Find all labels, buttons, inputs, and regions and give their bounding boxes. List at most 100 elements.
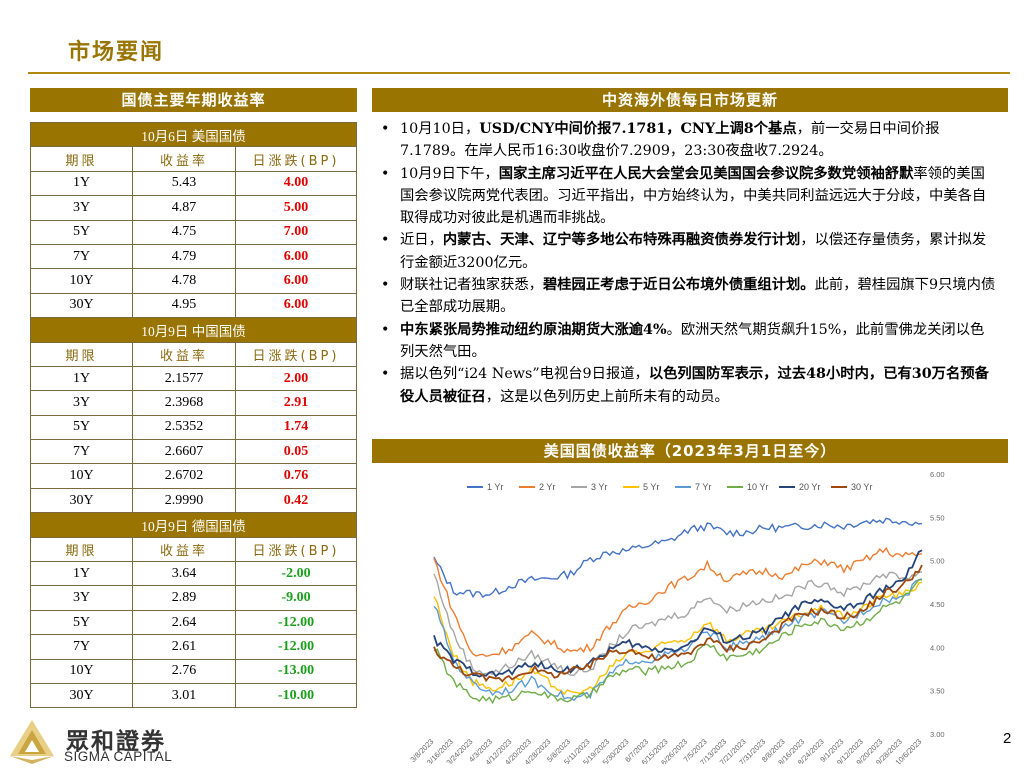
tenor-cell: 1Y	[30, 365, 133, 392]
table-column-header-row: 期限 收益率 日涨跌(BP)	[30, 146, 357, 172]
yield-cell: 2.3968	[132, 390, 236, 416]
news-text: 财联社记者独家获悉，	[400, 277, 543, 294]
yield-cell: 2.64	[132, 609, 236, 636]
yield-cell: 4.95	[132, 292, 236, 319]
tenor-header: 期限	[30, 536, 133, 563]
table-row: 1Y 5.43 4.00	[30, 170, 357, 197]
chart-header: 美国国债收益率（2023年3月1日至今）	[372, 439, 1008, 463]
news-item: • 财联社记者独家获悉，碧桂园正考虑于近日公布境外债重组计划。此前，碧桂园旗下9只…	[377, 274, 997, 319]
change-cell: 4.00	[235, 170, 357, 197]
table-row: 1Y 3.64 -2.00	[30, 561, 357, 587]
bullet-icon: •	[381, 366, 390, 383]
yield-header: 收益率	[132, 341, 236, 367]
change-cell: -12.00	[235, 634, 357, 660]
tenor-cell: 7Y	[30, 439, 133, 465]
y-tick-label: 6.00	[930, 470, 945, 479]
change-cell: -12.00	[235, 609, 357, 636]
change-cell: -2.00	[235, 561, 357, 587]
table-row: 5Y 2.5352 1.74	[30, 414, 357, 441]
series-line-3yr	[433, 571, 923, 676]
table-row: 30Y 3.01 -10.00	[30, 682, 357, 709]
table-section-header: 10月6日 美国国债	[30, 121, 357, 148]
change-cell: -13.00	[235, 658, 357, 684]
news-text: ，以偿还存量债务，累计拟发行金额近3200亿元。	[400, 232, 987, 271]
us-treasury-yield-chart: 3.003.504.004.505.005.506.003/8/20233/16…	[408, 470, 945, 764]
yield-cell: 2.6607	[132, 439, 236, 465]
table-row: 10Y 2.76 -13.00	[30, 658, 357, 684]
table-row: 7Y 2.61 -12.00	[30, 634, 357, 660]
tenor-cell: 5Y	[30, 219, 133, 245]
news-highlight: USD/CNY中间价报7.1781，CNY上调8个基点	[479, 121, 797, 137]
yield-cell: 2.6702	[132, 463, 236, 489]
series-line-7yr	[433, 578, 923, 702]
yield-cell: 2.89	[132, 585, 236, 611]
table-row: 3Y 2.3968 2.91	[30, 390, 357, 416]
y-tick-label: 3.50	[930, 687, 945, 696]
sigma-capital-logo	[10, 720, 54, 764]
tenor-cell: 10Y	[30, 658, 133, 684]
title-divider	[28, 72, 1010, 74]
change-cell: 6.00	[235, 292, 357, 319]
change-cell: 2.91	[235, 390, 357, 416]
table-row: 7Y 2.6607 0.05	[30, 439, 357, 465]
legend-label: 30 Yr	[851, 482, 872, 492]
legend-label: 20 Yr	[799, 482, 820, 492]
yield-cell: 2.76	[132, 658, 236, 684]
change-cell: 6.00	[235, 243, 357, 270]
legend-label: 10 Yr	[747, 482, 768, 492]
table-row: 7Y 4.79 6.00	[30, 243, 357, 270]
change-cell: 7.00	[235, 219, 357, 245]
yield-cell: 2.61	[132, 634, 236, 660]
y-tick-label: 4.00	[930, 643, 945, 652]
legend-label: 2 Yr	[539, 482, 555, 492]
tenor-cell: 7Y	[30, 243, 133, 270]
tenor-cell: 5Y	[30, 414, 133, 441]
tenor-cell: 30Y	[30, 292, 133, 319]
table-row: 1Y 2.1577 2.00	[30, 365, 357, 392]
change-header: 日涨跌(BP)	[235, 536, 357, 563]
tenor-cell: 30Y	[30, 487, 133, 514]
legend-label: 7 Yr	[695, 482, 711, 492]
bond-yields-header: 国债主要年期收益率	[30, 88, 357, 112]
tenor-header: 期限	[30, 146, 133, 172]
news-highlight: 内蒙古、天津、辽宁等多地公布特殊再融资债券发行计划	[442, 232, 801, 249]
legend-label: 3 Yr	[591, 482, 607, 492]
news-text: 据以色列“i24 News”电视台9日报道，	[400, 366, 649, 383]
news-item: • 10月9日下午，国家主席习近平在人民大会堂会见美国国会参议院多数党领袖舒默率领…	[377, 163, 997, 230]
news-text: ，这是以色列历史上前所未有的动员。	[485, 388, 729, 405]
news-highlight: 碧桂园正考虑于近日公布境外债重组计划。	[542, 277, 815, 294]
change-cell: 2.00	[235, 365, 357, 392]
change-cell: 0.05	[235, 439, 357, 465]
news-highlight: 国家主席习近平在人民大会堂会见美国国会参议院多数党领袖舒默	[498, 165, 914, 182]
news-text: 率领的美国国会参议院两党代表团。习近平指出，中方始终认为，中美共同利益远远大于分…	[400, 165, 987, 227]
news-item: • 中东紧张局势推动纽约原油期货大涨逾4%。欧洲天然气期货飙升15%，此前雪佛龙关…	[377, 319, 997, 364]
table-row: 30Y 4.95 6.00	[30, 292, 357, 319]
tenor-cell: 1Y	[30, 170, 133, 197]
news-text: 。欧洲天然气期货飙升15%，此前雪佛龙关闭以色列天然气田。	[400, 321, 985, 360]
change-cell: 5.00	[235, 195, 357, 221]
y-tick-label: 5.00	[930, 557, 945, 566]
table-row: 5Y 2.64 -12.00	[30, 609, 357, 636]
table-row: 10Y 4.78 6.00	[30, 268, 357, 294]
table-row: 30Y 2.9990 0.42	[30, 487, 357, 514]
yield-cell: 4.87	[132, 195, 236, 221]
change-cell: 1.74	[235, 414, 357, 441]
table-column-header-row: 期限 收益率 日涨跌(BP)	[30, 341, 357, 367]
table-row: 5Y 4.75 7.00	[30, 219, 357, 245]
news-highlight: 中东紧张局势推动纽约原油期货大涨逾4%	[400, 321, 667, 338]
tenor-cell: 10Y	[30, 463, 133, 489]
yield-cell: 3.64	[132, 561, 236, 587]
change-cell: 0.76	[235, 463, 357, 489]
tenor-cell: 7Y	[30, 634, 133, 660]
tenor-cell: 3Y	[30, 585, 133, 611]
news-text: 10月9日下午，	[400, 165, 499, 182]
series-line-2yr	[433, 546, 923, 658]
table-section-header: 10月9日 德国国债	[30, 512, 357, 538]
bullet-icon: •	[381, 232, 390, 249]
y-tick-label: 3.00	[930, 730, 945, 739]
news-header: 中资海外债每日市场更新	[372, 88, 1008, 112]
brand-name-en: SIGMA CAPITAL	[64, 749, 173, 764]
section-title: 10月6日 美国国债	[30, 121, 357, 148]
yield-cell: 4.79	[132, 243, 236, 270]
y-tick-label: 5.50	[930, 513, 945, 522]
